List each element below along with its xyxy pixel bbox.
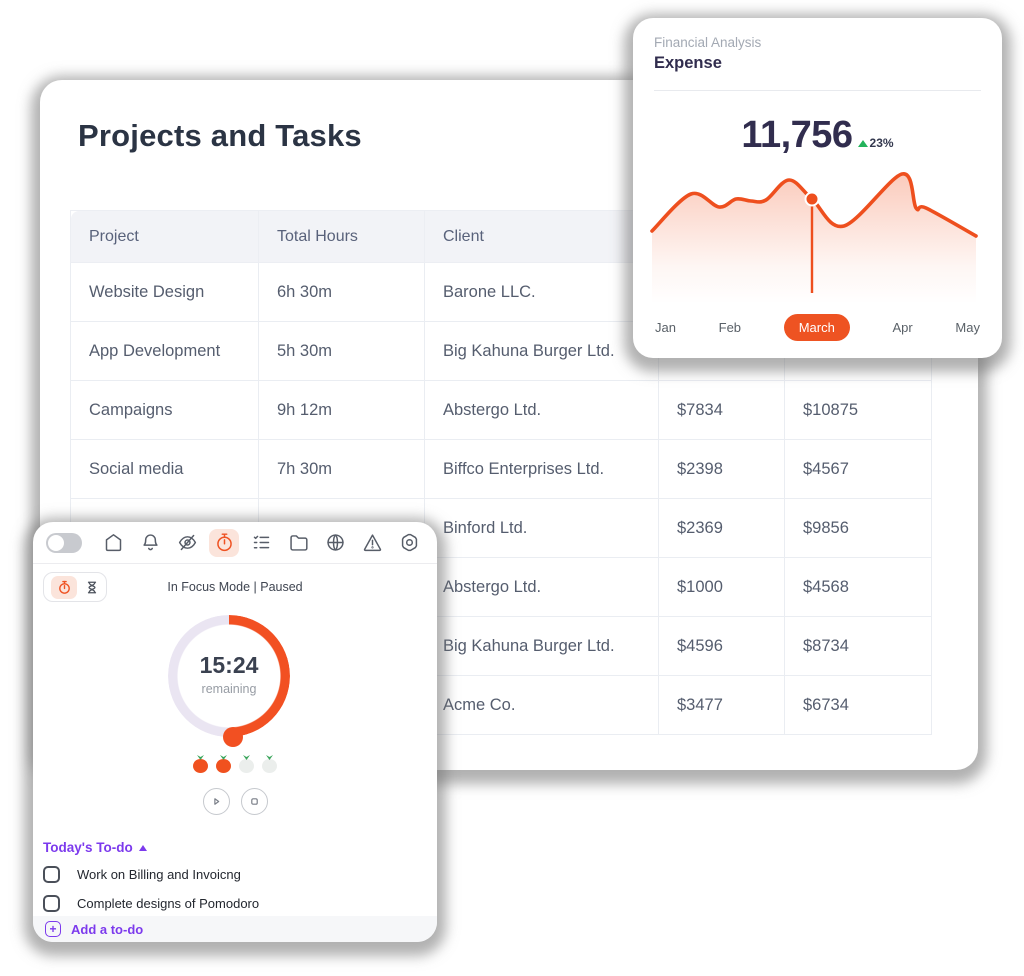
table-cell: 9h 12m (258, 380, 425, 440)
folder-icon[interactable] (283, 529, 313, 557)
tomato-icon (216, 759, 231, 773)
expense-value: 11,756 (741, 114, 853, 156)
table-cell: $7834 (658, 380, 785, 440)
pomodoro-window: In Focus Mode | Paused 15:24 remaining T… (33, 522, 437, 942)
table-row: Campaigns 9h 12m Abstergo Ltd. $7834 $10875 (70, 380, 932, 440)
add-todo-row[interactable]: + Add a to-do (33, 916, 437, 942)
table-cell: $4567 (784, 439, 932, 499)
column-header: Project (70, 210, 259, 263)
hourglass-icon[interactable] (85, 580, 99, 595)
timer-progress-handle[interactable] (223, 727, 243, 747)
table-cell: $2398 (658, 439, 785, 499)
month-selector: Jan Feb March Apr May (655, 312, 980, 342)
table-cell: $4596 (658, 616, 785, 676)
timer-mode-switcher[interactable] (43, 572, 107, 602)
globe-icon[interactable] (320, 529, 350, 557)
stopwatch-icon[interactable] (51, 575, 77, 599)
add-todo-label: Add a to-do (71, 921, 144, 937)
table-cell: Abstergo Ltd. (424, 557, 659, 617)
month-may[interactable]: May (955, 319, 980, 335)
table-cell: Social media (70, 439, 259, 499)
month-apr[interactable]: Apr (892, 319, 913, 335)
eye-off-icon[interactable] (172, 529, 202, 557)
card-eyebrow: Financial Analysis (654, 35, 762, 50)
stopwatch-icon[interactable] (209, 528, 239, 557)
table-cell: Campaigns (70, 380, 259, 440)
chart-marker-dot[interactable] (804, 191, 820, 207)
table-row: Social media 7h 30m Biffco Enterprises Ltd… (70, 439, 932, 499)
change-percent: 23% (869, 136, 894, 150)
timer-time: 15:24 (199, 652, 259, 678)
page-title: Projects and Tasks (78, 118, 362, 153)
column-header: Client (424, 210, 659, 263)
table-cell: $10875 (784, 380, 932, 440)
tomato-icon (193, 759, 208, 773)
expense-value-row: 11,756 23% (633, 116, 1002, 154)
tomato-icon (262, 759, 277, 773)
todo-item: Work on Billing and Invoicng (43, 860, 427, 889)
timer-controls (33, 788, 437, 815)
table-cell: Biffco Enterprises Ltd. (424, 439, 659, 499)
bell-icon[interactable] (135, 529, 165, 557)
alert-icon[interactable] (357, 529, 387, 557)
timer-remaining-label: remaining (201, 682, 257, 696)
month-jan[interactable]: Jan (655, 319, 676, 335)
todo-section-header[interactable]: Today's To-do (43, 840, 147, 855)
todo-item: Complete designs of Pomodoro (43, 889, 427, 918)
focus-mode-status: In Focus Mode | Paused (167, 580, 303, 594)
chevron-up-icon (138, 844, 147, 851)
todo-label: Complete designs of Pomodoro (77, 896, 260, 911)
todo-header-label: Today's To-do (43, 840, 133, 855)
pomodoro-progress-dots (33, 754, 437, 773)
table-cell: Binford Ltd. (424, 498, 659, 558)
divider (654, 90, 981, 91)
table-cell: $8734 (784, 616, 932, 676)
table-cell: Big Kahuna Burger Ltd. (424, 321, 659, 381)
table-cell: Website Design (70, 262, 259, 322)
table-cell: $2369 (658, 498, 785, 558)
checklist-icon[interactable] (246, 529, 276, 557)
todo-checkbox[interactable] (43, 895, 60, 912)
theme-toggle[interactable] (46, 532, 82, 553)
table-cell: Acme Co. (424, 675, 659, 735)
tomato-icon (239, 759, 254, 773)
column-header: Total Hours (258, 210, 425, 263)
plus-icon: + (45, 921, 61, 937)
chart-line (650, 172, 978, 238)
settings-icon[interactable] (394, 529, 424, 557)
timer-progress-ring (168, 615, 290, 737)
toggle-knob (48, 534, 64, 551)
table-cell: Big Kahuna Burger Ltd. (424, 616, 659, 676)
change-badge: 23% (857, 136, 894, 154)
table-cell: Barone LLC. (424, 262, 659, 322)
table-cell: $9856 (784, 498, 932, 558)
expense-area-chart (650, 172, 978, 304)
card-title: Expense (654, 54, 722, 72)
month-feb[interactable]: Feb (718, 319, 742, 335)
arrow-up-icon (857, 139, 868, 147)
table-cell: 7h 30m (258, 439, 425, 499)
table-cell: $3477 (658, 675, 785, 735)
todo-list: Work on Billing and Invoicng Complete des… (43, 860, 427, 918)
table-cell: $4568 (784, 557, 932, 617)
table-cell: $6734 (784, 675, 932, 735)
todo-checkbox[interactable] (43, 866, 60, 883)
table-cell: App Development (70, 321, 259, 381)
divider (33, 563, 437, 564)
mode-row: In Focus Mode | Paused (33, 572, 437, 602)
play-button[interactable] (202, 788, 230, 815)
home-icon[interactable] (98, 529, 128, 557)
todo-label: Work on Billing and Invoicng (77, 867, 241, 882)
expense-card: Financial Analysis Expense 11,756 23% (633, 18, 1002, 358)
table-cell: 5h 30m (258, 321, 425, 381)
table-cell: 6h 30m (258, 262, 425, 322)
table-cell: $1000 (658, 557, 785, 617)
pomodoro-toolbar (33, 522, 437, 563)
table-cell: Abstergo Ltd. (424, 380, 659, 440)
chart-area-fill (652, 173, 976, 304)
month-march[interactable]: March (783, 313, 850, 341)
stop-button[interactable] (240, 788, 268, 815)
